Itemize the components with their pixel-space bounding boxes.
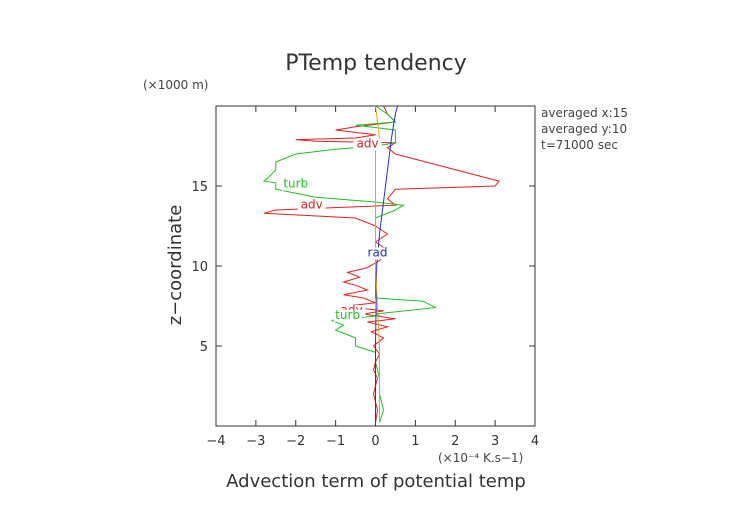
x-tick-label: 3 [491, 434, 499, 449]
x-tick-label: −3 [246, 434, 265, 449]
series-line-unlabeled [375, 105, 381, 423]
x-tick-label: −2 [286, 434, 305, 449]
series-line-turb [262, 105, 437, 423]
curve-label-bg [363, 247, 392, 260]
axis-ticks: −4 −3 −2 −1 0 1 2 3 4 5 10 15 [191, 106, 539, 449]
y-unit-label: (×1000 m) [143, 78, 208, 92]
curve-label-adv: adv [301, 197, 323, 211]
y-tick-label: 5 [200, 340, 208, 355]
y-tick-label: 15 [191, 180, 208, 195]
x-axis-label: Advection term of potential temp [226, 471, 526, 492]
annotation-line: averaged x:15 [541, 106, 628, 120]
data-curves [262, 105, 500, 423]
x-tick-label: 0 [371, 434, 379, 449]
x-tick-label: −1 [326, 434, 345, 449]
x-tick-label: 1 [411, 434, 419, 449]
series-line-rad [375, 105, 398, 423]
curve-label-bg [297, 199, 326, 212]
y-axis-label: z−coordinate [165, 205, 186, 326]
y-tick-label: 10 [191, 260, 208, 275]
x-tick-label: 2 [451, 434, 459, 449]
curve-label-bg [333, 309, 362, 322]
annotation-line: averaged y:10 [541, 122, 627, 136]
annotation-line: t=71000 sec [541, 138, 618, 152]
curve-label-turb: turb [283, 177, 308, 191]
curve-label-adv: adv [356, 137, 378, 151]
x-tick-label: 4 [531, 434, 539, 449]
x-unit-label: (×10⁻⁴ K.s−1) [438, 451, 523, 465]
curve-label-rad: rad [368, 245, 388, 259]
curve-label-turb: turb [335, 308, 360, 322]
curve-label-bg [353, 138, 382, 151]
chart-title: PTemp tendency [285, 51, 467, 76]
x-tick-label: −4 [206, 434, 225, 449]
curve-labels: advadvadvturbturbrad [281, 137, 392, 322]
curve-label-bg [281, 178, 310, 191]
